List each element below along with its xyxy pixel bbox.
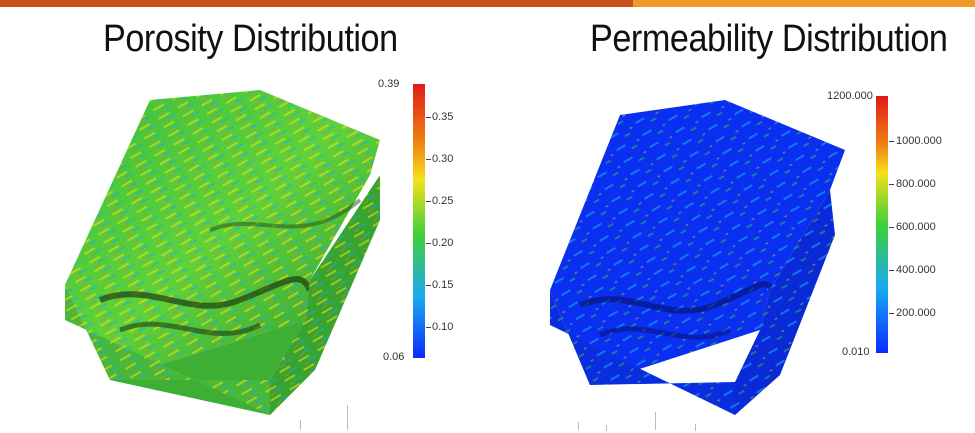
top-accent-bar-light xyxy=(633,0,975,7)
faint-mark xyxy=(606,425,607,431)
porosity-tick-label: 0.30 xyxy=(432,153,454,165)
porosity-min-label: 0.06 xyxy=(383,351,405,363)
faint-mark xyxy=(655,412,656,430)
permeability-min-label: 0.010 xyxy=(842,346,870,358)
porosity-tick-mark xyxy=(426,117,431,118)
porosity-tick-mark xyxy=(426,285,431,286)
permeability-max-label: 1200.000 xyxy=(827,90,873,102)
porosity-max-label: 0.39 xyxy=(378,78,400,90)
top-accent-bar-dark xyxy=(0,0,633,7)
permeability-tick-label: 1000.000 xyxy=(896,135,942,147)
porosity-tick-mark xyxy=(426,201,431,202)
permeability-tick-label: 200.000 xyxy=(896,307,936,319)
permeability-tick-label: 400.000 xyxy=(896,264,936,276)
permeability-colorbar xyxy=(876,96,888,353)
porosity-colorbar xyxy=(413,84,425,358)
porosity-tick-mark xyxy=(426,159,431,160)
top-accent-bar xyxy=(0,0,975,7)
permeability-tick-label: 800.000 xyxy=(896,178,936,190)
permeability-title: Permeability Distribution xyxy=(590,18,948,60)
porosity-tick-label: 0.20 xyxy=(432,237,454,249)
permeability-tick-mark xyxy=(889,227,894,228)
permeability-tick-label: 600.000 xyxy=(896,221,936,233)
permeability-tick-mark xyxy=(889,141,894,142)
porosity-tick-label: 0.15 xyxy=(432,279,454,291)
permeability-3d-block xyxy=(550,100,845,415)
permeability-tick-mark xyxy=(889,184,894,185)
porosity-tick-mark xyxy=(426,327,431,328)
porosity-tick-label: 0.10 xyxy=(432,321,454,333)
porosity-title: Porosity Distribution xyxy=(103,18,398,60)
faint-mark xyxy=(300,420,301,430)
porosity-3d-block xyxy=(65,90,380,415)
faint-mark xyxy=(347,405,348,430)
porosity-tick-mark xyxy=(426,243,431,244)
faint-mark xyxy=(578,422,579,430)
permeability-tick-mark xyxy=(889,313,894,314)
porosity-tick-label: 0.35 xyxy=(432,111,454,123)
faint-mark xyxy=(695,424,696,431)
porosity-tick-label: 0.25 xyxy=(432,195,454,207)
permeability-tick-mark xyxy=(889,270,894,271)
